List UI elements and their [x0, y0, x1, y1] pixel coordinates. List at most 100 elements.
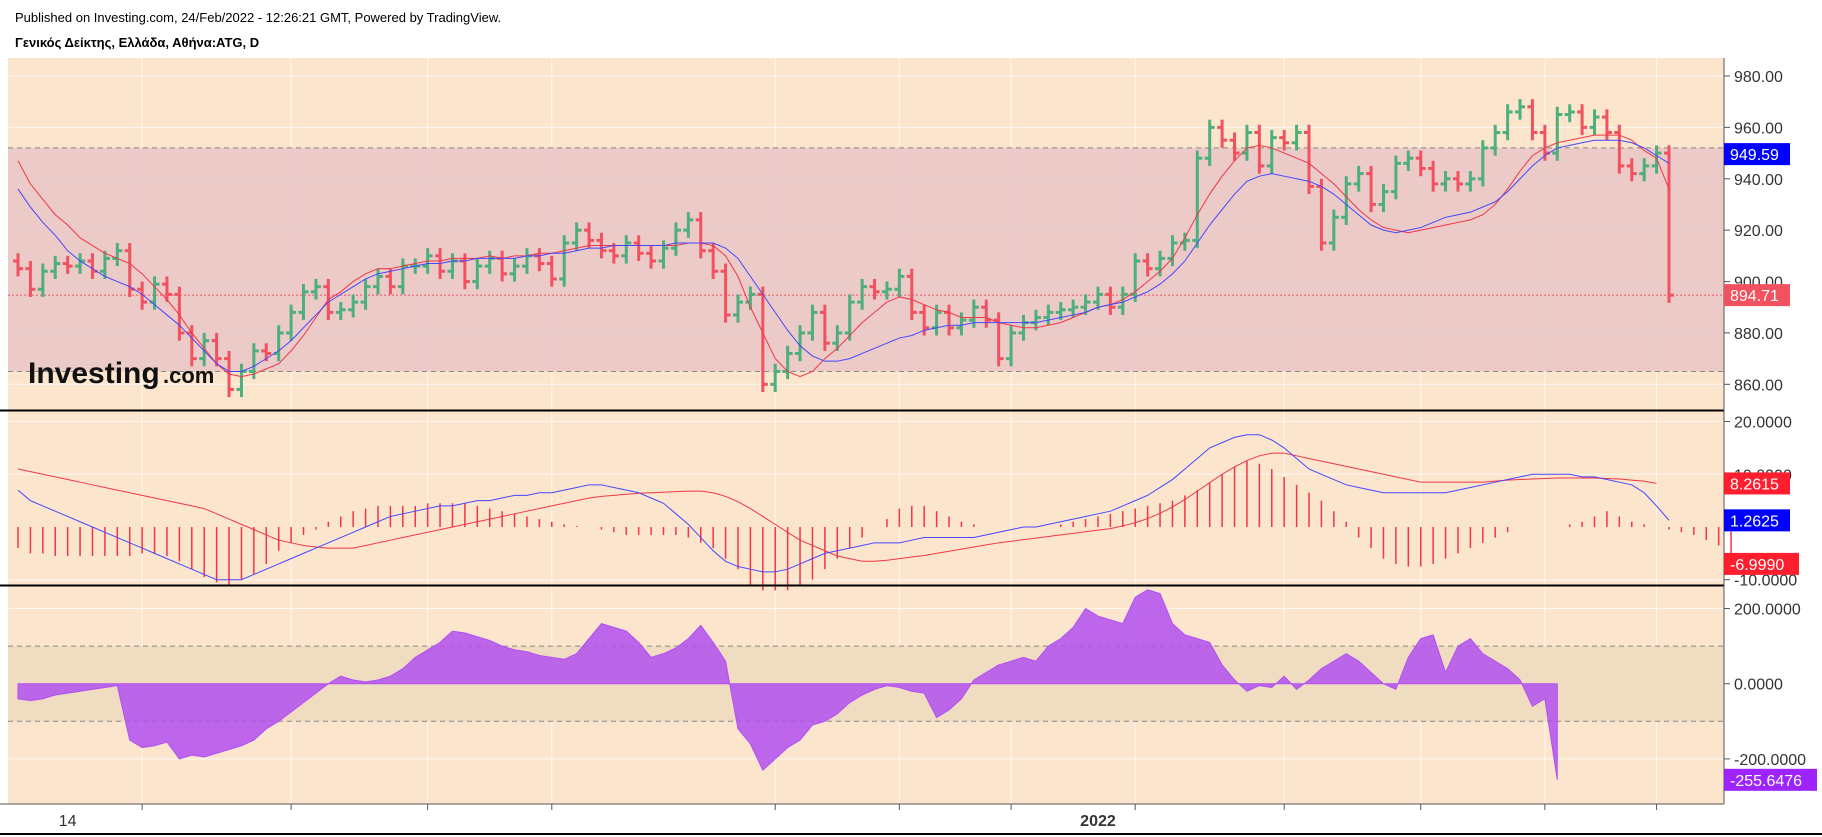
y-tick-label: -200.0000: [1734, 752, 1806, 769]
badge-bg: [1724, 284, 1790, 307]
y-tick-label: 20.0000: [1734, 415, 1792, 432]
ohlc-bar: [608, 242, 619, 264]
published-line: Published on Investing.com, 24/Feb/2022 …: [15, 10, 502, 25]
ohlc-bar: [1403, 150, 1414, 172]
ohlc-bar: [1142, 253, 1153, 277]
ohlc-bar: [372, 268, 383, 295]
x-tick-label: 2022: [1080, 813, 1116, 830]
ohlc-bar: [1465, 171, 1476, 192]
ohlc-bar: [509, 258, 520, 282]
price-badges: 949.59 894.71 8.2615 1.2625 -6.9990 -255.6476: [1724, 143, 1817, 791]
ohlc-bar: [1452, 171, 1463, 192]
ohlc-bar: [298, 284, 309, 321]
ohlc-bar: [1415, 150, 1426, 177]
ohlc-bar: [956, 312, 967, 336]
ohlc-bar: [1527, 99, 1538, 141]
ohlc-bar: [993, 312, 1004, 367]
ohlc-bar: [1043, 304, 1054, 326]
ohlc-bar: [211, 332, 222, 367]
ohlc-bar: [1204, 119, 1215, 166]
ohlc-bar: [1328, 209, 1339, 251]
ohlc-bar: [13, 253, 23, 277]
y-tick-label: 940.00: [1734, 172, 1783, 189]
ma-blue-line: [17, 139, 1670, 372]
badge-bg: [1724, 552, 1799, 575]
ohlc-bar: [37, 263, 48, 297]
ohlc-bar: [310, 278, 321, 300]
ohlc-bar: [1515, 99, 1526, 120]
ohlc-bar: [1279, 129, 1290, 151]
ohlc-bar: [1080, 294, 1091, 315]
price-badge: -255.6476: [1724, 768, 1817, 791]
ohlc-bar: [1490, 124, 1501, 156]
ohlc-bar: [1341, 176, 1352, 226]
y-tick-label: 200.0000: [1734, 602, 1801, 619]
ohlc-bar: [844, 294, 855, 341]
ohlc-bar: [286, 304, 297, 341]
ohlc-bar: [199, 332, 210, 367]
x-tick-label: 14: [59, 813, 77, 830]
ohlc-bar: [1626, 158, 1637, 182]
ohlc-bar: [906, 268, 917, 321]
ohlc-bar: [472, 258, 483, 290]
ohlc-bar: [137, 281, 148, 310]
series-layer: [13, 99, 1732, 780]
logo-suffix: .com: [163, 363, 214, 388]
ohlc-bar: [869, 278, 880, 300]
price-badge: 894.71: [1724, 284, 1790, 307]
ohlc-bar: [1192, 150, 1203, 249]
y-tick-label: 860.00: [1734, 377, 1783, 394]
ohlc-bar: [1639, 158, 1650, 182]
ohlc-bar: [174, 286, 185, 341]
ohlc-bar: [1502, 104, 1513, 141]
ohlc-bar: [1589, 109, 1600, 136]
ohlc-bar: [832, 325, 843, 351]
ohlc-bar: [385, 268, 396, 295]
ohlc-bar: [62, 255, 73, 274]
ohlc-bar: [782, 345, 793, 380]
ohlc-bar: [1564, 104, 1575, 123]
ohlc-bar: [1378, 183, 1389, 213]
ohlc-bar: [708, 242, 719, 279]
axes-layer: 980.00960.00940.00920.00900.00880.00860.…: [0, 58, 1822, 835]
ohlc-bar: [881, 281, 892, 300]
ohlc-bar: [757, 286, 768, 393]
ohlc-bar: [1390, 155, 1401, 200]
ohlc-bar: [819, 304, 830, 351]
ohlc-bar: [161, 276, 172, 303]
ohlc-bar: [360, 278, 371, 310]
badge-label: 1.2625: [1730, 513, 1779, 530]
ohlc-bar: [1304, 124, 1315, 195]
badge-bg: [1724, 768, 1817, 791]
badge-label: 949.59: [1730, 147, 1779, 164]
badge-label: 8.2615: [1730, 476, 1779, 493]
macd-line: [17, 434, 1670, 581]
y-tick-label: -10.0000: [1734, 573, 1797, 590]
chart-header: Published on Investing.com, 24/Feb/2022 …: [15, 10, 501, 51]
ohlc-bar: [720, 263, 731, 323]
ohlc-bar: [695, 212, 706, 259]
ohlc-bar: [1266, 129, 1277, 174]
price-badge: -6.9990: [1724, 552, 1799, 575]
badge-bg: [1724, 143, 1790, 166]
ohlc-bar: [1428, 160, 1439, 192]
ohlc-bar: [1440, 171, 1451, 192]
price-badge: 949.59: [1724, 143, 1790, 166]
ohlc-bar: [1254, 124, 1265, 174]
y-tick-label: 960.00: [1734, 120, 1783, 137]
ohlc-bar: [1477, 140, 1488, 187]
macd-signal-line: [17, 452, 1657, 562]
badge-label: 894.71: [1730, 288, 1779, 305]
ohlc-bar: [99, 250, 110, 279]
badge-bg: [1724, 509, 1790, 532]
investing-logo: Investing .com: [28, 357, 214, 390]
ohlc-bar: [621, 235, 632, 264]
ohlc-bar: [646, 245, 657, 269]
y-tick-label: 0.0000: [1734, 677, 1783, 694]
pane-bg-1: [8, 411, 1724, 585]
ohlc-bar: [732, 294, 743, 323]
ohlc-bar: [1006, 325, 1017, 367]
ohlc-bar: [1353, 165, 1364, 192]
symbol-title: Γενικός Δείκτης, Ελλάδα, Αθήνα:ATG, D: [15, 35, 260, 50]
